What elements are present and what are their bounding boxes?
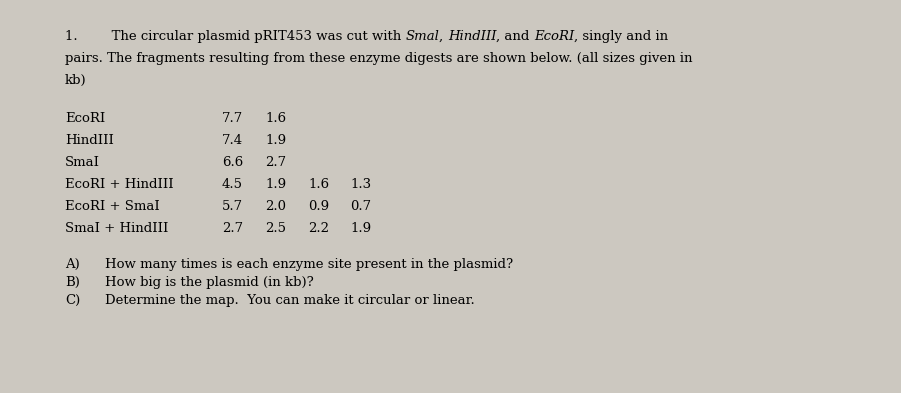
Text: C): C) bbox=[65, 294, 80, 307]
Text: 1.        The circular plasmid pRIT453 was cut with: 1. The circular plasmid pRIT453 was cut … bbox=[65, 30, 405, 43]
Text: 6.6: 6.6 bbox=[222, 156, 243, 169]
Text: EcoRI + SmaI: EcoRI + SmaI bbox=[65, 200, 159, 213]
Text: 1.6: 1.6 bbox=[265, 112, 287, 125]
Text: Smal: Smal bbox=[405, 30, 440, 43]
Text: 4.5: 4.5 bbox=[222, 178, 243, 191]
Text: B): B) bbox=[65, 276, 80, 289]
Text: SmaI + HindIII: SmaI + HindIII bbox=[65, 222, 168, 235]
Text: EcoRI: EcoRI bbox=[65, 112, 105, 125]
Text: pairs. The fragments resulting from these enzyme digests are shown below. (all s: pairs. The fragments resulting from thes… bbox=[65, 52, 693, 65]
Text: SmaI: SmaI bbox=[65, 156, 100, 169]
Text: 1.6: 1.6 bbox=[308, 178, 329, 191]
Text: EcoRI + HindIII: EcoRI + HindIII bbox=[65, 178, 174, 191]
Text: 2.0: 2.0 bbox=[265, 200, 286, 213]
Text: , singly and in: , singly and in bbox=[574, 30, 669, 43]
Text: 1.9: 1.9 bbox=[265, 134, 287, 147]
Text: 5.7: 5.7 bbox=[222, 200, 243, 213]
Text: ,: , bbox=[440, 30, 448, 43]
Text: 2.7: 2.7 bbox=[222, 222, 243, 235]
Text: 0.9: 0.9 bbox=[308, 200, 329, 213]
Text: Determine the map.  You can make it circular or linear.: Determine the map. You can make it circu… bbox=[105, 294, 475, 307]
Text: , and: , and bbox=[496, 30, 534, 43]
Text: 1.3: 1.3 bbox=[350, 178, 371, 191]
Text: 1.9: 1.9 bbox=[265, 178, 287, 191]
Text: 7.7: 7.7 bbox=[222, 112, 243, 125]
Text: 0.7: 0.7 bbox=[350, 200, 371, 213]
Text: HindIII: HindIII bbox=[65, 134, 114, 147]
Text: How big is the plasmid (in kb)?: How big is the plasmid (in kb)? bbox=[105, 276, 314, 289]
Text: 2.2: 2.2 bbox=[308, 222, 329, 235]
Text: 1.9: 1.9 bbox=[350, 222, 371, 235]
Text: 2.5: 2.5 bbox=[265, 222, 286, 235]
Text: 7.4: 7.4 bbox=[222, 134, 243, 147]
Text: EcoRI: EcoRI bbox=[534, 30, 574, 43]
Text: HindIII: HindIII bbox=[448, 30, 496, 43]
Text: A): A) bbox=[65, 258, 80, 271]
Text: kb): kb) bbox=[65, 74, 86, 87]
Text: 2.7: 2.7 bbox=[265, 156, 287, 169]
Text: How many times is each enzyme site present in the plasmid?: How many times is each enzyme site prese… bbox=[105, 258, 514, 271]
